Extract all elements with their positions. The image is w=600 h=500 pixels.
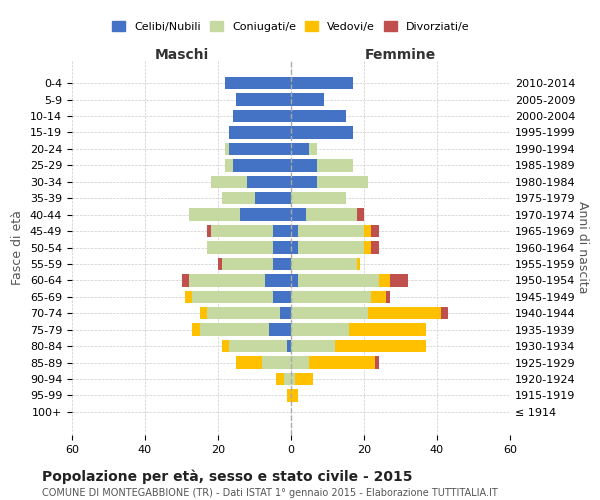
Bar <box>371 242 379 254</box>
Text: COMUNE DI MONTEGABBIONE (TR) - Dati ISTAT 1° gennaio 2015 - Elaborazione TUTTITA: COMUNE DI MONTEGABBIONE (TR) - Dati ISTA… <box>42 488 498 498</box>
Text: Popolazione per età, sesso e stato civile - 2015: Popolazione per età, sesso e stato civil… <box>42 470 413 484</box>
Bar <box>218 258 221 270</box>
Bar <box>349 324 426 336</box>
Bar <box>309 356 375 368</box>
Bar <box>236 356 262 368</box>
Bar <box>364 242 371 254</box>
Bar <box>221 258 273 270</box>
Bar <box>317 159 353 172</box>
Bar <box>221 340 229 352</box>
Bar <box>298 242 364 254</box>
Bar <box>229 126 291 138</box>
Bar <box>291 192 346 204</box>
Bar <box>440 307 448 320</box>
Bar <box>254 192 291 204</box>
Bar <box>335 340 426 352</box>
Bar <box>200 307 207 320</box>
Y-axis label: Anni di nascita: Anni di nascita <box>577 201 589 294</box>
Bar <box>356 258 361 270</box>
Bar <box>291 242 298 254</box>
Bar <box>295 373 313 385</box>
Bar <box>291 77 353 90</box>
Bar <box>291 94 324 106</box>
Bar <box>291 225 298 237</box>
Bar <box>236 94 291 106</box>
Bar <box>291 143 309 155</box>
Bar <box>298 274 379 286</box>
Bar <box>386 290 389 303</box>
Bar <box>364 225 371 237</box>
Bar <box>233 110 291 122</box>
Bar <box>291 176 317 188</box>
Bar <box>291 340 335 352</box>
Text: Femmine: Femmine <box>365 48 436 62</box>
Bar <box>247 176 291 188</box>
Bar <box>189 274 265 286</box>
Bar <box>309 143 317 155</box>
Bar <box>317 176 368 188</box>
Bar <box>280 307 291 320</box>
Bar <box>273 290 291 303</box>
Bar <box>207 307 280 320</box>
Bar <box>226 143 229 155</box>
Bar <box>211 225 273 237</box>
Bar <box>371 290 386 303</box>
Bar <box>291 110 346 122</box>
Bar <box>193 290 273 303</box>
Bar <box>233 159 291 172</box>
Bar <box>291 307 368 320</box>
Bar <box>226 159 233 172</box>
Bar <box>291 208 305 221</box>
Bar <box>200 324 269 336</box>
Bar <box>265 274 291 286</box>
Bar <box>375 356 379 368</box>
Bar <box>371 225 379 237</box>
Bar <box>298 225 364 237</box>
Bar <box>368 307 440 320</box>
Bar <box>189 208 240 221</box>
Bar <box>207 225 211 237</box>
Bar <box>356 208 364 221</box>
Bar <box>287 340 291 352</box>
Bar <box>273 225 291 237</box>
Bar <box>193 324 200 336</box>
Bar <box>291 258 356 270</box>
Bar <box>291 274 298 286</box>
Bar <box>284 373 291 385</box>
Bar <box>291 324 349 336</box>
Bar <box>182 274 189 286</box>
Bar <box>291 373 295 385</box>
Bar <box>262 356 291 368</box>
Bar <box>291 159 317 172</box>
Bar <box>185 290 193 303</box>
Bar <box>305 208 357 221</box>
Bar <box>287 389 291 402</box>
Bar <box>207 242 273 254</box>
Bar <box>273 242 291 254</box>
Bar <box>229 340 287 352</box>
Bar <box>291 126 353 138</box>
Bar <box>221 192 254 204</box>
Bar <box>240 208 291 221</box>
Bar <box>269 324 291 336</box>
Bar <box>273 258 291 270</box>
Y-axis label: Fasce di età: Fasce di età <box>11 210 25 285</box>
Bar <box>379 274 389 286</box>
Bar <box>211 176 247 188</box>
Bar <box>277 373 284 385</box>
Bar <box>291 356 309 368</box>
Text: Maschi: Maschi <box>154 48 209 62</box>
Legend: Celibi/Nubili, Coniugati/e, Vedovi/e, Divorziati/e: Celibi/Nubili, Coniugati/e, Vedovi/e, Di… <box>108 17 474 36</box>
Bar <box>291 290 371 303</box>
Bar <box>226 77 291 90</box>
Bar <box>291 389 298 402</box>
Bar <box>389 274 408 286</box>
Bar <box>229 143 291 155</box>
